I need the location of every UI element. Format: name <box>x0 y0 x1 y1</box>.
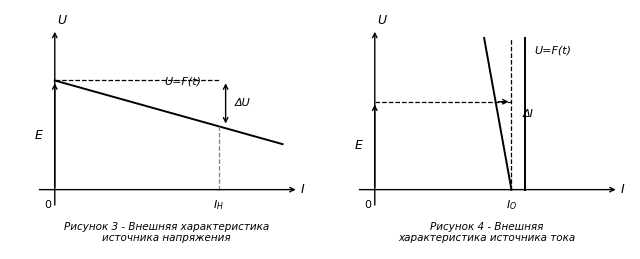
Text: I: I <box>621 183 625 196</box>
Text: Рисунок 4 - Внешняя
характеристика источника тока: Рисунок 4 - Внешняя характеристика источ… <box>398 222 575 243</box>
Text: 0: 0 <box>364 200 371 210</box>
Text: $I_H$: $I_H$ <box>213 198 224 212</box>
Text: E: E <box>355 139 363 152</box>
Text: 0: 0 <box>44 200 51 210</box>
Text: $I_O$: $I_O$ <box>506 198 517 212</box>
Text: ΔI: ΔI <box>523 109 534 119</box>
Text: I: I <box>301 183 305 196</box>
Text: E: E <box>35 128 43 142</box>
Text: U=F(t): U=F(t) <box>164 77 201 87</box>
Text: U: U <box>57 15 66 27</box>
Text: Рисунок 3 - Внешняя характеристика
источника напряжения: Рисунок 3 - Внешняя характеристика источ… <box>64 222 269 243</box>
Text: U=F(t): U=F(t) <box>534 45 572 55</box>
Text: ΔU: ΔU <box>235 98 250 109</box>
Text: U: U <box>377 15 386 27</box>
